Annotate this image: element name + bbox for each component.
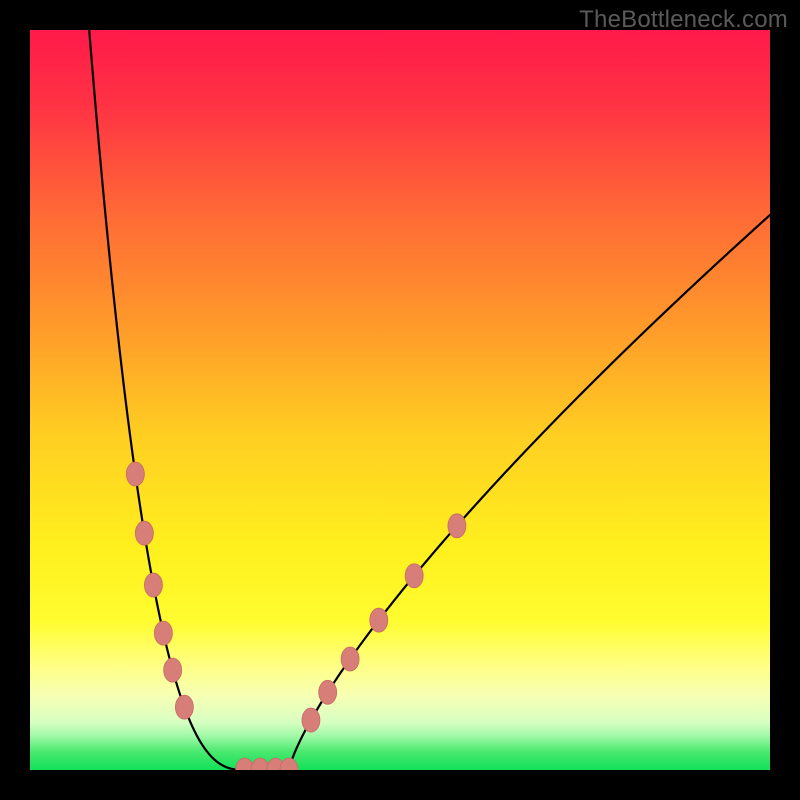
curve-bead [319,680,337,704]
curve-bead [341,647,359,671]
curve-bead [405,564,423,588]
curve-bead [302,708,320,732]
curve-bead [154,621,172,645]
curve-bead [144,573,162,597]
curve-bead [448,514,466,538]
curve-bead [135,521,153,545]
bottleneck-chart [0,0,800,800]
curve-bead [370,608,388,632]
curve-bead [126,462,144,486]
gradient-background [30,30,770,770]
curve-bead [164,658,182,682]
curve-bead [175,695,193,719]
chart-frame: TheBottleneck.com [0,0,800,800]
watermark-text: TheBottleneck.com [579,6,788,34]
